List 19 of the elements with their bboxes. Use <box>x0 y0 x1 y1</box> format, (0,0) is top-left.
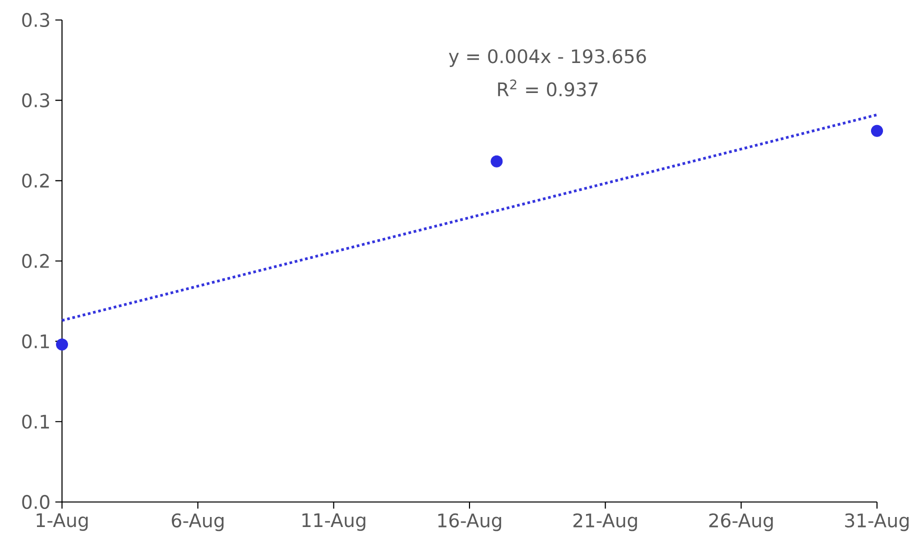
point <box>56 338 68 351</box>
annotation: y = 0.004x - 193.656 <box>448 49 646 67</box>
y-tick-label: 0.2 <box>22 254 49 268</box>
y-tick-label: 0.2 <box>22 174 49 188</box>
point <box>490 155 503 168</box>
x-tick-label: 1-Aug <box>36 513 88 531</box>
annotation: R$^{2}$ = 0.937 <box>498 79 598 96</box>
y-tick-label: 0.1 <box>22 414 49 429</box>
y-tick-label: 0.0 <box>22 494 50 510</box>
x-tick-label: 11-Aug <box>302 513 366 531</box>
y-tick-label: 0.3 <box>22 93 50 108</box>
x-tick-label: 26-Aug <box>709 513 773 532</box>
x-tick-label: 31-Aug <box>845 513 909 532</box>
x-tick-label: 6-Aug <box>172 513 224 532</box>
y-tick-label: 0.1 <box>22 334 49 348</box>
y-tick-label: 0.3 <box>22 12 50 28</box>
point <box>870 124 884 137</box>
x-tick-label: 16-Aug <box>438 513 502 532</box>
x-tick-label: 21-Aug <box>573 513 637 532</box>
